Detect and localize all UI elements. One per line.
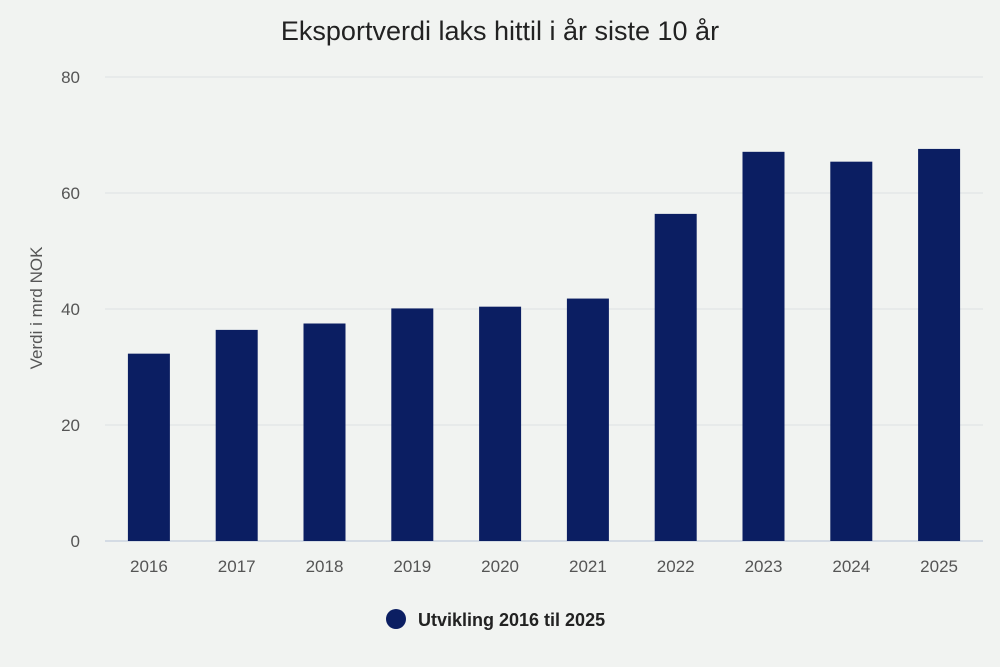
x-tick-label: 2018 <box>306 557 344 576</box>
y-axis-ticks: 0 20 40 60 80 <box>61 68 80 551</box>
y-tick-label: 0 <box>71 532 80 551</box>
bar-2020[interactable] <box>479 306 522 541</box>
bar-2016[interactable] <box>127 353 170 541</box>
x-tick-label: 2017 <box>218 557 256 576</box>
chart-title: Eksportverdi laks hittil i år siste 10 å… <box>281 16 719 46</box>
bar-2019[interactable] <box>391 308 434 541</box>
legend-swatch-icon[interactable] <box>386 609 406 629</box>
x-tick-label: 2016 <box>130 557 168 576</box>
x-tick-label: 2025 <box>920 557 958 576</box>
bar-2018[interactable] <box>303 323 346 542</box>
x-tick-label: 2024 <box>832 557 870 576</box>
bar-2021[interactable] <box>566 298 609 541</box>
x-axis-ticks: 2016 2017 2018 2019 2020 2021 2022 2023 2024 2025 <box>130 557 958 576</box>
x-tick-label: 2020 <box>481 557 519 576</box>
x-tick-label: 2019 <box>393 557 431 576</box>
x-tick-label: 2021 <box>569 557 607 576</box>
legend[interactable]: Utvikling 2016 til 2025 <box>386 609 605 630</box>
bar-2025[interactable] <box>918 148 961 542</box>
bar-2024[interactable] <box>830 161 873 541</box>
y-tick-label: 20 <box>61 416 80 435</box>
x-tick-label: 2023 <box>745 557 783 576</box>
legend-label[interactable]: Utvikling 2016 til 2025 <box>418 610 605 630</box>
bar-series <box>127 148 961 542</box>
bar-2022[interactable] <box>654 213 697 541</box>
bar-2023[interactable] <box>742 151 785 541</box>
bar-2017[interactable] <box>215 329 258 541</box>
y-axis-label: Verdi i mrd NOK <box>27 246 46 369</box>
x-tick-label: 2022 <box>657 557 695 576</box>
y-tick-label: 80 <box>61 68 80 87</box>
y-tick-label: 60 <box>61 184 80 203</box>
y-tick-label: 40 <box>61 300 80 319</box>
